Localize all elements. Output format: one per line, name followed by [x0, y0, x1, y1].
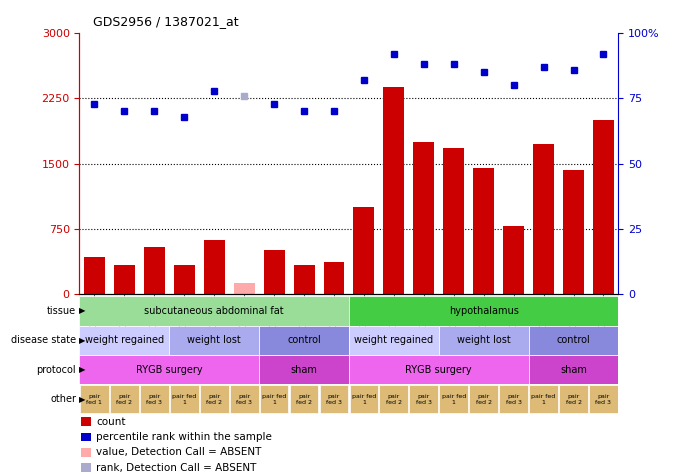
Text: pair
fed 2: pair fed 2 [116, 394, 133, 404]
Bar [140, 385, 169, 413]
Bar [82, 417, 91, 426]
Text: pair
fed 3: pair fed 3 [596, 394, 612, 404]
Text: pair
fed 2: pair fed 2 [386, 394, 402, 404]
Bar [79, 355, 259, 384]
Bar [349, 326, 439, 355]
Bar [80, 385, 108, 413]
Text: pair
fed 2: pair fed 2 [475, 394, 492, 404]
Bar [533, 145, 554, 294]
Bar [349, 296, 618, 326]
Bar [110, 385, 139, 413]
Text: GDS2956 / 1387021_at: GDS2956 / 1387021_at [93, 16, 239, 28]
Text: count: count [97, 417, 126, 427]
Bar [439, 326, 529, 355]
Text: subcutaneous abdominal fat: subcutaneous abdominal fat [144, 306, 284, 316]
Bar [234, 283, 254, 294]
Text: pair fed
1: pair fed 1 [262, 394, 286, 404]
Bar [259, 355, 349, 384]
Text: pair
fed 3: pair fed 3 [236, 394, 252, 404]
Bar [350, 385, 378, 413]
Text: percentile rank within the sample: percentile rank within the sample [97, 432, 272, 442]
Text: ▶: ▶ [79, 365, 85, 374]
Bar [290, 385, 319, 413]
Bar [320, 385, 348, 413]
Text: hypothalamus: hypothalamus [448, 306, 519, 316]
Text: pair
fed 3: pair fed 3 [506, 394, 522, 404]
Bar [529, 355, 618, 384]
Text: sham: sham [560, 365, 587, 375]
Text: pair
fed 3: pair fed 3 [146, 394, 162, 404]
Bar [349, 355, 529, 384]
Text: control: control [557, 335, 590, 346]
Bar [443, 148, 464, 294]
Text: weight regained: weight regained [354, 335, 433, 346]
Bar [144, 247, 164, 294]
Bar [82, 448, 91, 456]
Text: pair fed
1: pair fed 1 [442, 394, 466, 404]
Bar [473, 168, 494, 294]
Text: weight regained: weight regained [85, 335, 164, 346]
Bar [200, 385, 229, 413]
Bar [559, 385, 588, 413]
Text: pair
fed 2: pair fed 2 [206, 394, 223, 404]
Bar [413, 142, 434, 294]
Bar [323, 262, 344, 294]
Bar [529, 326, 618, 355]
Text: control: control [287, 335, 321, 346]
Bar [82, 464, 91, 472]
Bar [230, 385, 258, 413]
Bar [263, 250, 285, 294]
Bar [353, 207, 375, 294]
Text: pair fed
1: pair fed 1 [352, 394, 376, 404]
Bar [259, 326, 349, 355]
Bar [79, 296, 349, 326]
Bar [170, 385, 198, 413]
Bar [439, 385, 468, 413]
Text: ▶: ▶ [79, 307, 85, 315]
Bar [469, 385, 498, 413]
Bar [260, 385, 288, 413]
Bar [563, 171, 584, 294]
Bar [82, 433, 91, 441]
Bar [173, 265, 195, 294]
Text: RYGB surgery: RYGB surgery [406, 365, 472, 375]
Bar [114, 265, 135, 294]
Bar [410, 385, 438, 413]
Bar [529, 385, 558, 413]
Text: pair fed
1: pair fed 1 [172, 394, 196, 404]
Bar [593, 120, 614, 294]
Text: ▶: ▶ [79, 395, 85, 403]
Text: protocol: protocol [37, 365, 76, 375]
Bar [294, 265, 314, 294]
Text: disease state: disease state [11, 335, 76, 346]
Bar [204, 240, 225, 294]
Bar [500, 385, 528, 413]
Text: weight lost: weight lost [187, 335, 241, 346]
Text: tissue: tissue [47, 306, 76, 316]
Bar [384, 87, 404, 294]
Text: other: other [50, 394, 76, 404]
Text: pair fed
1: pair fed 1 [531, 394, 556, 404]
Text: pair
fed 3: pair fed 3 [326, 394, 342, 404]
Bar [169, 326, 259, 355]
Text: weight lost: weight lost [457, 335, 511, 346]
Text: pair
fed 1: pair fed 1 [86, 394, 102, 404]
Text: sham: sham [291, 365, 317, 375]
Text: value, Detection Call = ABSENT: value, Detection Call = ABSENT [97, 447, 262, 457]
Text: ▶: ▶ [79, 336, 85, 345]
Bar [79, 326, 169, 355]
Text: pair
fed 2: pair fed 2 [296, 394, 312, 404]
Text: RYGB surgery: RYGB surgery [136, 365, 202, 375]
Bar [379, 385, 408, 413]
Bar [84, 257, 105, 294]
Text: rank, Detection Call = ABSENT: rank, Detection Call = ABSENT [97, 463, 257, 473]
Bar [589, 385, 618, 413]
Bar [503, 226, 524, 294]
Text: pair
fed 2: pair fed 2 [565, 394, 582, 404]
Text: pair
fed 3: pair fed 3 [416, 394, 432, 404]
